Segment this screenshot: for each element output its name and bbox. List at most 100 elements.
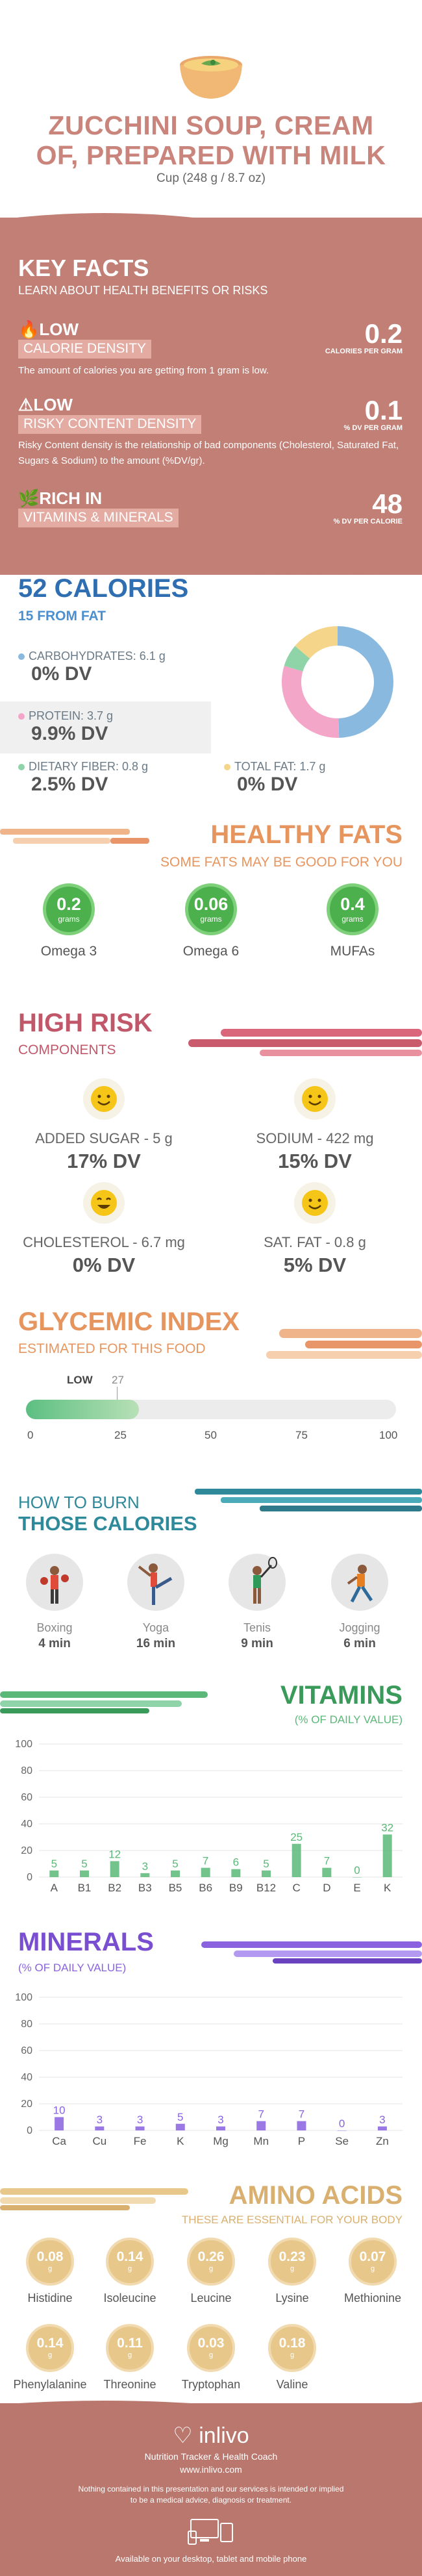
x-tick-label: B3: [138, 1882, 152, 1894]
nutrient-carbs: CARBOHYDRATES: 6.1 g 0% DV: [0, 650, 214, 695]
bar-Mg: [216, 2126, 225, 2130]
amino-unit: g: [208, 2265, 214, 2273]
bar-value-label: 5: [51, 1858, 57, 1870]
x-tick-label: Ca: [52, 2135, 66, 2147]
bar-Se: [337, 2130, 347, 2131]
fat-unit: grams: [58, 915, 80, 924]
nutrient-dv: 2.5% DV: [31, 774, 108, 795]
bar-value-label: 32: [381, 1821, 393, 1834]
bar-P: [297, 2121, 306, 2130]
burn-minutes: 4 min: [38, 1637, 71, 1650]
x-tick-label: Zn: [376, 2135, 389, 2147]
smiley-icon: [83, 1078, 125, 1120]
fat-name: MUFAs: [330, 944, 375, 959]
burn-minutes: 16 min: [136, 1637, 176, 1650]
fact-desc: The amount of calories you are getting f…: [18, 365, 269, 376]
grin-icon: [83, 1182, 125, 1224]
vitamins-title: VITAMINS: [280, 1681, 403, 1710]
amino-name: Tryptophan: [181, 2378, 241, 2391]
bar-value-label: 7: [203, 1855, 208, 1867]
fact-name: RISKY CONTENT DENSITY: [18, 415, 202, 434]
burn-title-1: HOW TO BURN: [18, 1493, 140, 1512]
stripes-decoration: [266, 1329, 422, 1359]
y-tick-label: 20: [21, 1845, 32, 1856]
fat-name: Omega 3: [40, 944, 97, 959]
x-tick-label: B9: [229, 1882, 243, 1894]
bar-B9: [231, 1869, 241, 1877]
amino-name: Valine: [276, 2378, 308, 2391]
bar-Fe: [135, 2126, 145, 2130]
burn-activity: Yoga: [142, 1621, 169, 1634]
wave-footer-decoration: [0, 2401, 422, 2416]
bar-A: [49, 1870, 59, 1877]
glycemic-tick: 50: [205, 1429, 217, 1441]
soup-bowl-icon: [175, 39, 247, 104]
bar-value-label: 12: [108, 1848, 121, 1860]
calories-from-fat: 15 FROM FAT: [18, 609, 106, 624]
amino-name: Methionine: [343, 2292, 402, 2305]
vitamins-bar-chart: 0 20 40 60 80 100 5 A 5 B1 12 B2 3 B3 5 B5 7 B6 6 B9 5 B12 25 C…: [15, 1739, 403, 1894]
fact-unit: % DV PER CALORIE: [333, 518, 403, 525]
x-tick-label: K: [384, 1882, 391, 1894]
risk-label: SODIUM - 422 mg: [256, 1130, 374, 1146]
x-tick-label: Fe: [134, 2135, 147, 2147]
fact-level: LOW: [39, 320, 79, 339]
y-tick-label: 60: [21, 2045, 32, 2056]
amino-circle: 0.26 g: [187, 2238, 235, 2286]
calorie-donut-chart: [282, 626, 394, 738]
warning-icon: ⚠: [18, 395, 34, 414]
nutrient-label: TOTAL FAT: 1.7 g: [234, 760, 326, 773]
x-tick-label: Mn: [253, 2135, 269, 2147]
amino-unit: g: [290, 2265, 295, 2273]
y-tick-label: 100: [15, 1992, 32, 2003]
glycemic-value: 27: [112, 1374, 124, 1386]
y-tick-label: 80: [21, 2019, 32, 2030]
amino-name: Lysine: [275, 2292, 309, 2305]
fat-unit: grams: [200, 915, 222, 924]
y-tick-label: 20: [21, 2099, 32, 2110]
y-tick-label: 40: [21, 2072, 32, 2083]
page-title: ZUCCHINI SOUP, CREAM OF, PREPARED WITH M…: [0, 110, 422, 170]
stripes-decoration: [0, 2188, 188, 2210]
stripes-decoration: [201, 1941, 422, 1964]
amino-circle: 0.03 g: [187, 2324, 235, 2372]
wave-top-decoration: [0, 213, 422, 233]
footer-available: Available on your desktop, tablet and mo…: [115, 2554, 307, 2564]
amino-unit: g: [47, 2265, 53, 2273]
vitamins-subtitle: (% OF DAILY VALUE): [294, 1713, 403, 1726]
bar-Mn: [256, 2121, 266, 2130]
bar-value-label: 5: [172, 1858, 178, 1870]
bar-value-label: 0: [339, 2117, 345, 2130]
burn-activity: Tenis: [243, 1621, 271, 1634]
burn-minutes: 9 min: [241, 1637, 273, 1650]
x-tick-label: K: [177, 2135, 184, 2147]
fact-value: 0.1: [364, 395, 403, 425]
amino-circle: 0.08 g: [26, 2238, 74, 2286]
footer-brand[interactable]: ♡ inlivo: [0, 2423, 422, 2449]
bar-value-label: 7: [299, 2108, 304, 2121]
glycemic-title: GLYCEMIC INDEX: [18, 1307, 240, 1336]
footer-url[interactable]: www.inlivo.com: [180, 2464, 242, 2475]
amino-name: Histidine: [27, 2292, 73, 2305]
y-tick-label: 0: [27, 2125, 32, 2136]
x-tick-label: A: [51, 1882, 58, 1894]
nutrient-label: CARBOHYDRATES: 6.1 g: [29, 650, 166, 663]
x-tick-label: Se: [335, 2135, 349, 2147]
fact-vitamins-minerals: 🌿RICH IN VITAMINS & MINERALS: [18, 488, 179, 527]
high-risk-subtitle: COMPONENTS: [18, 1042, 116, 1057]
key-facts-title: KEY FACTS: [18, 255, 149, 281]
fiber-dot-icon: [18, 764, 25, 771]
omega3-circle: 0.2 grams: [43, 883, 95, 935]
amino-value: 0.14: [36, 2336, 64, 2351]
burn-activity: Jogging: [339, 1621, 380, 1634]
bar-B6: [201, 1867, 210, 1877]
donut-slice-fiber: [284, 646, 310, 672]
amino-circle: 0.11 g: [106, 2324, 154, 2372]
jogging-icon: [331, 1554, 388, 1611]
donut-slice-carbs: [338, 626, 394, 738]
amino-unit: g: [208, 2351, 214, 2359]
nutrient-fat: TOTAL FAT: 1.7 g 0% DV: [217, 760, 412, 805]
amino-value: 0.14: [116, 2249, 143, 2264]
risk-dv: 5% DV: [283, 1254, 347, 1276]
bar-B12: [262, 1870, 271, 1877]
